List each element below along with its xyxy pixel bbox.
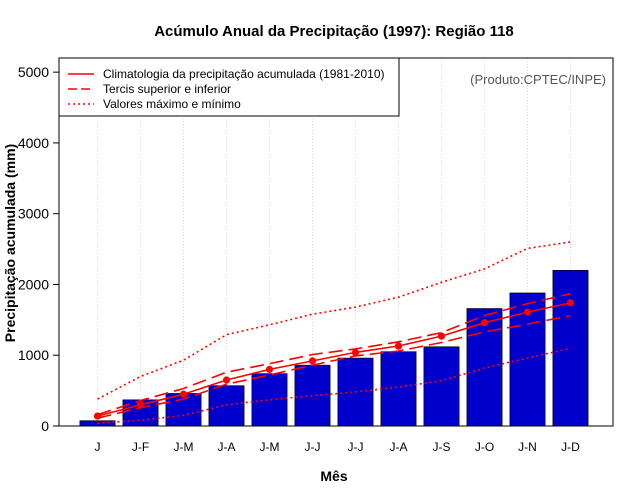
- x-tick-label: J-O: [475, 440, 494, 454]
- bar: [251, 373, 288, 427]
- bars: [79, 270, 589, 427]
- x-tick-label: J-J: [348, 440, 364, 454]
- y-tick-label: 3000: [18, 206, 49, 222]
- series-line-dashed: [97, 292, 571, 416]
- x-tick-label: J-J: [305, 440, 321, 454]
- data-point: [222, 376, 231, 384]
- data-point: [437, 332, 446, 340]
- y-tick-label: 1000: [18, 347, 49, 363]
- credit-text: (Produto:CPTEC/INPE): [470, 72, 606, 87]
- series-line-dotted: [97, 241, 571, 400]
- legend: Climatologia da precipitação acumulada (…: [58, 57, 400, 117]
- bar: [423, 346, 460, 427]
- y-tick-label: 2000: [18, 276, 49, 292]
- y-axis-title: Precipitação acumulada (mm): [2, 144, 18, 342]
- x-tick-label: J-S: [433, 440, 451, 454]
- data-point: [265, 365, 274, 373]
- legend-label: Valores máximo e mínimo: [103, 97, 241, 111]
- x-tick-label: J-M: [260, 440, 280, 454]
- data-point: [480, 319, 489, 327]
- y-tick-label: 4000: [18, 135, 49, 151]
- y-tick-label: 5000: [18, 64, 49, 80]
- series-line-solid: [97, 302, 571, 417]
- bar: [552, 270, 589, 427]
- bar: [294, 364, 331, 427]
- legend-box: [58, 57, 400, 117]
- series-lines: [93, 241, 575, 424]
- bar: [466, 308, 503, 427]
- bar: [79, 420, 116, 427]
- data-point: [308, 357, 317, 365]
- x-tick-label: J-A: [218, 440, 236, 454]
- data-point: [179, 390, 188, 398]
- x-tick-label: J-N: [518, 440, 537, 454]
- data-point: [523, 308, 532, 316]
- data-point: [566, 299, 575, 307]
- legend-label: Tercis superior e inferior: [103, 82, 231, 96]
- series-line-dashed: [97, 314, 571, 419]
- axes: 0 1000 2000 3000 4000 5000 J J-F J-M J-A J-M J-J J-J…: [18, 64, 580, 454]
- data-point: [394, 342, 403, 350]
- data-point: [351, 348, 360, 356]
- x-tick-label: J-F: [132, 440, 149, 454]
- x-axis-title: Mês: [320, 468, 347, 484]
- x-tick-label: J: [95, 440, 101, 454]
- bar: [208, 385, 245, 427]
- legend-label: Climatologia da precipitação acumulada (…: [103, 67, 385, 81]
- x-tick-label: J-M: [174, 440, 194, 454]
- chart-title: Acúmulo Anual da Precipitação (1997): Re…: [154, 23, 514, 40]
- x-tick-label: J-A: [390, 440, 408, 454]
- x-tick-label: J-D: [561, 440, 580, 454]
- y-tick-label: 0: [41, 418, 49, 434]
